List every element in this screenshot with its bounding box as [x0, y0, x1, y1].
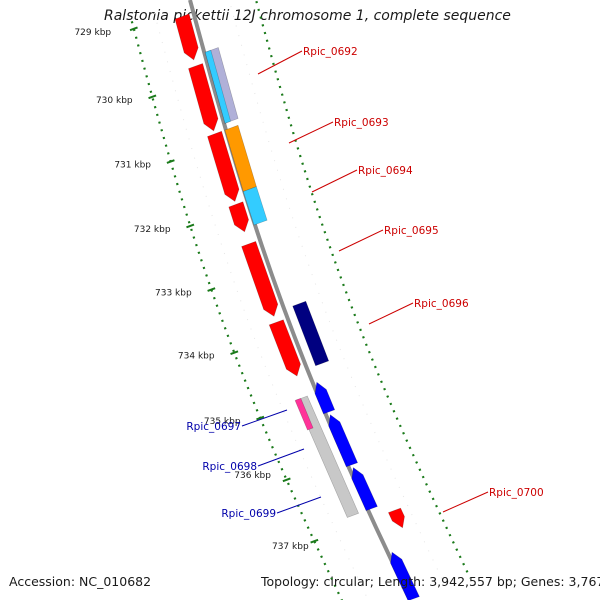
cds-reverse-0699	[351, 467, 378, 511]
leader-line-3	[338, 229, 384, 252]
scale-tick-732	[186, 223, 195, 229]
cds-forward-0694	[228, 201, 249, 233]
cog-bar-0696	[292, 300, 330, 367]
leader-line-1	[288, 121, 334, 144]
scale-label-734: 734 kbp	[178, 352, 215, 362]
scale-tick-733	[207, 287, 216, 292]
scale-label-736: 736 kbp	[234, 471, 271, 481]
topology-summary: Topology: circular; Length: 3,942,557 bp…	[261, 574, 600, 589]
scale-tick-736	[282, 477, 291, 483]
scale-label-733: 733 kbp	[155, 289, 192, 299]
scale-tick-737	[310, 538, 319, 544]
accession-label: Accession: NC_010682	[9, 574, 152, 589]
gene-label: Rpic_0693	[334, 117, 389, 129]
leader-line-0	[257, 50, 303, 75]
inner-guide-ring	[130, 21, 343, 600]
scale-label-735: 735 kbp	[204, 417, 241, 427]
gene-label: Rpic_0696	[414, 298, 469, 310]
gene-label: Rpic_0697	[186, 421, 241, 433]
scale-label-737: 737 kbp	[272, 542, 309, 552]
cds-forward-0692	[188, 63, 219, 132]
gene-label: Rpic_0692	[303, 46, 358, 58]
gene-label: Rpic_0698	[202, 461, 257, 473]
gene-label: Rpic_0695	[384, 225, 439, 237]
leader-line-8	[442, 491, 489, 513]
cds-forward-0700	[387, 507, 405, 529]
scale-tick-731	[166, 159, 175, 164]
scale-label-732: 732 kbp	[134, 225, 171, 235]
scale-ticks: 729 kbp 730 kbp 731 kbp 732 kbp 733 kbp 734 k…	[74, 26, 319, 552]
cds-forward-0695	[241, 241, 279, 317]
leader-line-2	[311, 169, 358, 193]
features-layer	[174, 13, 420, 600]
guide-rings	[130, 0, 472, 600]
scale-label-730: 730 kbp	[96, 96, 133, 106]
map-title: Ralstonia pickettii 12J chromosome 1, co…	[104, 8, 511, 24]
cds-forward-0691	[174, 13, 199, 61]
scale-label-729: 729 kbp	[74, 28, 111, 38]
cds-reverse-0701	[390, 551, 420, 600]
leader-line-5	[241, 409, 288, 427]
cog-bar-0692-b	[204, 49, 231, 124]
leader-line-7	[276, 496, 322, 514]
inner-lane-edge	[153, 12, 369, 600]
leader-line-6	[257, 448, 305, 467]
cog-bar-0697-pink	[294, 398, 314, 431]
cds-forward-0693	[207, 130, 240, 202]
gene-label: Rpic_0694	[358, 165, 413, 177]
leader-line-4	[368, 302, 414, 325]
scale-label-731: 731 kbp	[114, 161, 151, 171]
gene-label: Rpic_0700	[489, 487, 544, 499]
cds-reverse-0697	[314, 381, 336, 415]
scale-tick-730	[148, 94, 157, 100]
cog-bar-0694	[242, 186, 268, 226]
cds-forward-0696	[268, 319, 301, 377]
scale-tick-734	[230, 350, 239, 356]
scale-tick-729	[129, 26, 138, 32]
gene-label: Rpic_0699	[221, 508, 276, 520]
cds-reverse-0698	[328, 414, 359, 468]
label-leaders: Rpic_0692 Rpic_0693 Rpic_0694 Rpic_0695 Rpic…	[186, 46, 543, 520]
outer-guide-ring	[254, 0, 472, 579]
outer-lane-edge	[228, 0, 447, 588]
scale-tick-735	[256, 415, 265, 421]
